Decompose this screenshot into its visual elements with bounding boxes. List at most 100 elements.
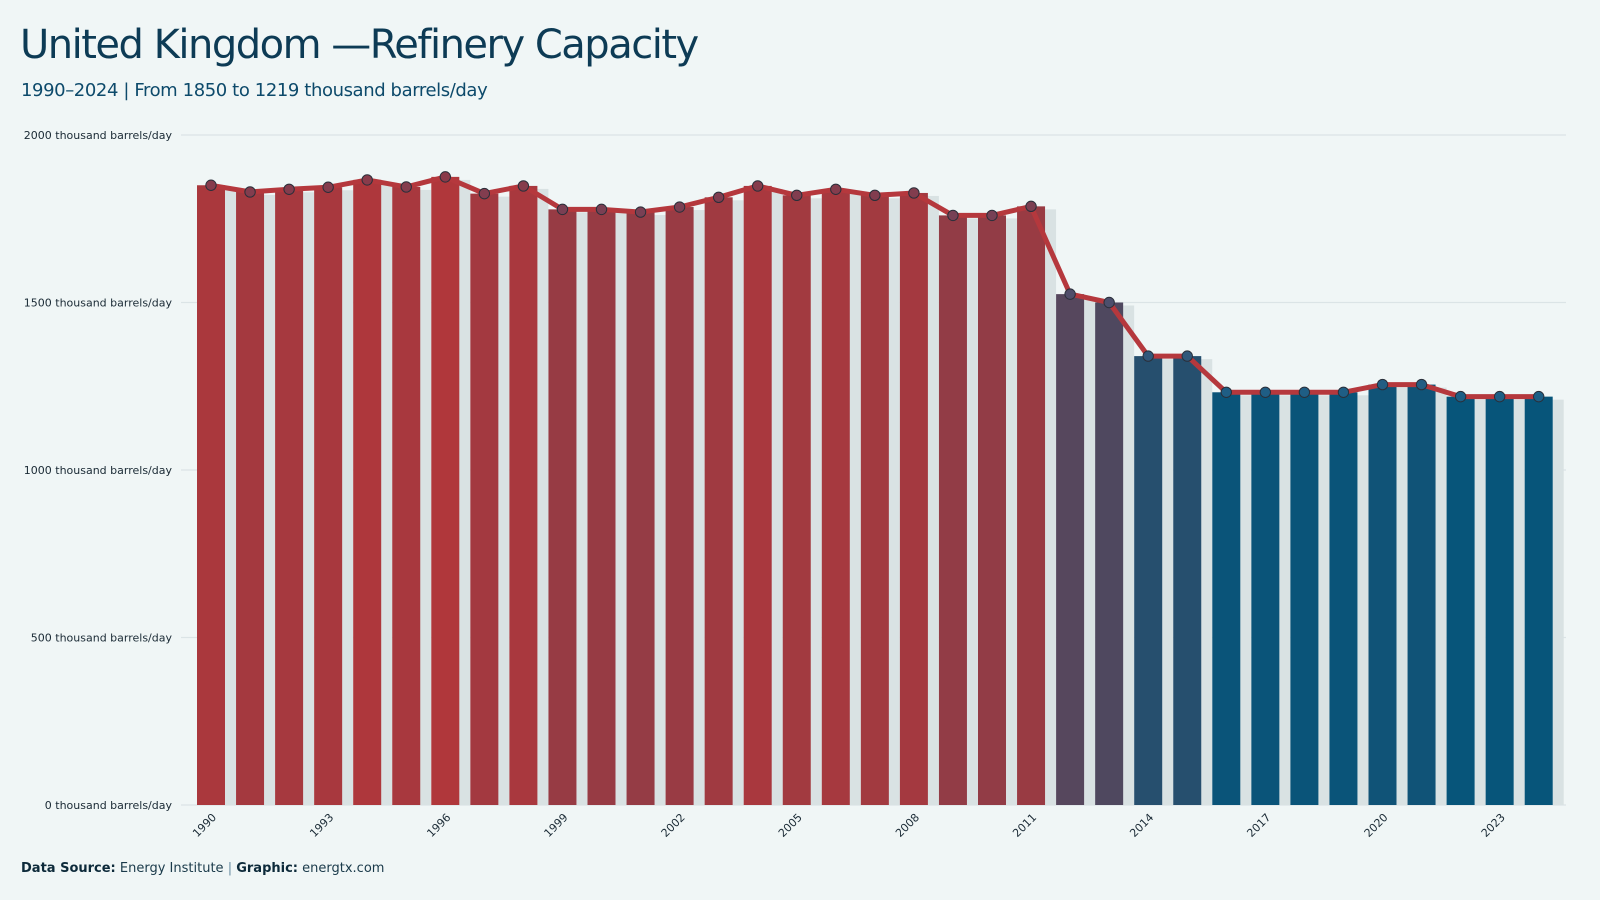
x-tick-label: 2005: [776, 811, 805, 840]
x-tick-label: 1999: [542, 811, 571, 840]
bar-2015: [1173, 356, 1202, 805]
data-point-2006: [830, 183, 842, 195]
bar-1998: [509, 185, 538, 806]
data-point-2002: [673, 201, 686, 213]
bar-2001: [626, 212, 655, 806]
data-point-2012: [1064, 288, 1076, 300]
graphic-label: Graphic:: [236, 861, 298, 876]
bar-2011: [1017, 206, 1046, 806]
data-point-2015: [1181, 350, 1193, 362]
bar-1991: [236, 191, 265, 805]
x-tick-label: 2023: [1479, 811, 1508, 840]
x-tick-label: 2020: [1362, 811, 1391, 840]
bar-2023: [1485, 396, 1514, 805]
bar-2018: [1290, 392, 1319, 805]
data-point-1992: [283, 183, 295, 195]
y-axis-labels: 0 thousand barrels/day 500 thousand barre…: [24, 129, 173, 812]
bar-1997: [470, 193, 499, 805]
data-point-1995: [400, 181, 412, 193]
y-tick-label: 0 thousand barrels/day: [45, 799, 173, 812]
data-point-2004: [752, 180, 764, 192]
data-point-2003: [712, 191, 725, 204]
x-tick-label: 1990: [190, 811, 219, 840]
bar-2004: [743, 185, 772, 806]
bar-1994: [353, 179, 382, 805]
data-point-1999: [556, 203, 569, 216]
data-point-1993: [322, 181, 334, 193]
bar-2003: [704, 197, 733, 805]
data-point-2011: [1025, 200, 1037, 213]
data-point-2023: [1493, 390, 1506, 403]
bar-1996: [431, 176, 460, 805]
data-point-1997: [478, 187, 491, 200]
bar-1993: [314, 187, 343, 805]
bar-2009: [938, 215, 967, 805]
bars: [197, 176, 1553, 806]
data-point-1996: [439, 171, 451, 183]
x-tick-label: 2002: [659, 811, 688, 840]
data-point-1990: [205, 179, 217, 191]
y-tick-label: 1500 thousand barrels/day: [24, 297, 173, 310]
y-tick-label: 2000 thousand barrels/day: [24, 129, 173, 142]
data-point-2008: [908, 187, 920, 199]
footer-separator: |: [227, 861, 233, 876]
bar-2020: [1368, 384, 1397, 805]
bar-2007: [860, 195, 889, 806]
bar-2008: [899, 192, 928, 805]
bar-2013: [1095, 302, 1124, 805]
y-tick-label: 500 thousand barrels/day: [31, 632, 173, 645]
data-point-1994: [361, 174, 373, 186]
bar-2006: [821, 189, 850, 805]
chart-subtitle: 1990–2024 | From 1850 to 1219 thousand b…: [21, 80, 488, 101]
data-point-2013: [1103, 296, 1115, 309]
bar-2002: [665, 207, 694, 805]
bar-2000: [587, 209, 616, 805]
bar-2019: [1329, 392, 1358, 805]
data-point-2022: [1454, 390, 1467, 403]
x-tick-label: 2017: [1244, 811, 1273, 840]
data-point-2019: [1337, 386, 1350, 398]
data-points: [205, 171, 1545, 403]
bar-1990: [197, 185, 225, 805]
x-axis-labels: 1990 1993 1996 1999 2002 2005 2008 2011 2014 2017…: [190, 811, 1508, 840]
data-point-2014: [1142, 350, 1154, 362]
bar-1995: [392, 186, 421, 806]
footer: Data Source: Energy Institute | Graphic:…: [21, 861, 384, 876]
data-point-2001: [634, 206, 647, 218]
bar-1999: [548, 209, 577, 805]
bar-2012: [1056, 294, 1085, 805]
data-point-2024: [1533, 390, 1545, 403]
chart-title: United Kingdom —Refinery Capacity: [20, 22, 699, 68]
data-point-2009: [947, 209, 959, 222]
x-tick-label: 2008: [893, 811, 922, 840]
data-point-2007: [869, 189, 881, 202]
y-tick-label: 1000 thousand barrels/day: [24, 464, 173, 477]
data-point-1998: [517, 180, 530, 192]
data-point-2000: [595, 203, 608, 216]
data-point-2016: [1220, 386, 1233, 398]
bar-2021: [1407, 384, 1436, 805]
data-point-2020: [1376, 378, 1389, 391]
source-value: Energy Institute: [119, 861, 224, 876]
bar-2014: [1134, 356, 1163, 805]
data-point-2018: [1298, 386, 1311, 398]
bar-2010: [978, 215, 1006, 805]
bar-2017: [1251, 392, 1280, 805]
data-point-2010: [986, 209, 998, 222]
bar-1992: [275, 189, 304, 805]
bar-2022: [1446, 396, 1475, 805]
graphic-value: energtx.com: [302, 861, 385, 876]
bar-2005: [782, 195, 811, 806]
data-point-1991: [244, 186, 256, 198]
x-tick-label: 1996: [424, 811, 453, 840]
data-point-2021: [1415, 378, 1428, 391]
bar-2024: [1524, 396, 1553, 805]
x-tick-label: 1993: [307, 811, 336, 840]
data-point-2017: [1259, 386, 1272, 398]
x-tick-label: 2014: [1127, 811, 1156, 840]
source-label: Data Source:: [21, 861, 116, 876]
x-tick-label: 2011: [1010, 811, 1039, 840]
bar-2016: [1212, 392, 1241, 805]
data-point-2005: [791, 189, 803, 202]
